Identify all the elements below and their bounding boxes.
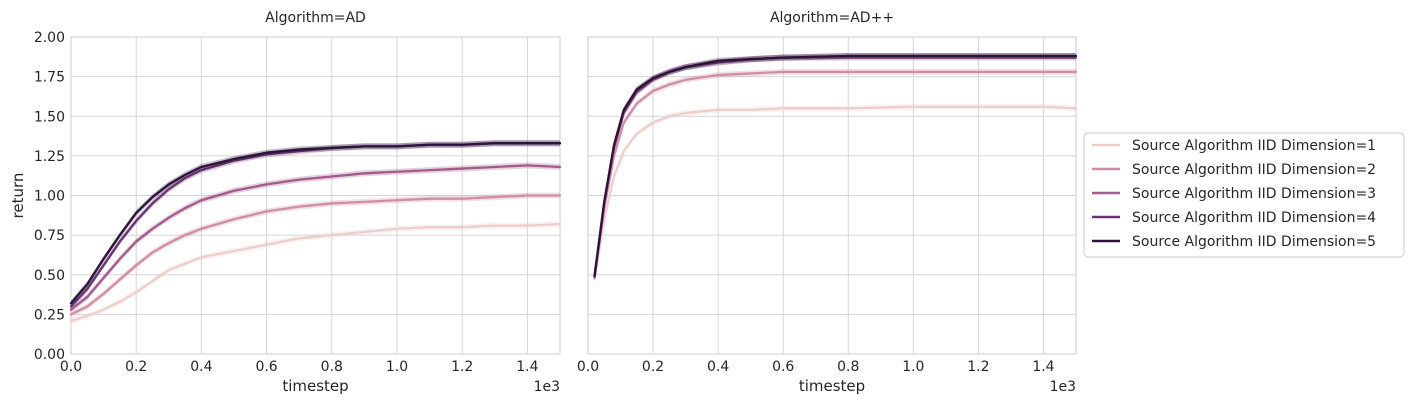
legend-label-2: Source Algorithm IID Dimension=2: [1132, 162, 1376, 178]
legend-label-3: Source Algorithm IID Dimension=3: [1132, 186, 1376, 202]
y-tick-label: 1.25: [34, 149, 65, 165]
x-tick-label: 1.4: [1032, 359, 1054, 375]
y-tick-label: 0.00: [34, 347, 65, 363]
y-tick-label: 0.50: [34, 268, 65, 284]
y-tick-label: 0.75: [34, 228, 65, 244]
panels-layer: 0.0 0.2 0.4 0.6 0.8 1.0 1.2 1.4 0.00 0.25 0.50 0.75…: [9, 10, 1078, 395]
series-band-1: [71, 221, 560, 324]
x-tick-label: 0.4: [190, 359, 212, 375]
series-line-5: [593, 54, 1078, 278]
x-axis-title: timestep: [799, 377, 865, 395]
x-tick-label: 0.0: [577, 359, 599, 375]
x-tick-label: 0.6: [772, 359, 794, 375]
x-tick-label: 0.2: [125, 359, 147, 375]
series-line-2: [593, 70, 1078, 280]
y-tick-label: 2.00: [34, 30, 65, 46]
series-band-1: [594, 103, 1076, 283]
legend-frame: [1083, 132, 1405, 258]
series-line-2: [69, 194, 562, 316]
panel-2: 0.0 0.2 0.4 0.6 0.8 1.0 1.2 1.4 Algorithm=AD++ ti…: [577, 10, 1078, 395]
x-tick-label: 1.0: [386, 359, 408, 375]
panel-1: 0.0 0.2 0.4 0.6 0.8 1.0 1.2 1.4 0.00 0.25 0.50 0.75…: [9, 10, 562, 395]
series-line-3: [593, 56, 1078, 278]
y-tick-label: 0.25: [34, 307, 65, 323]
series-line-1: [593, 105, 1078, 281]
x-tick-label: 1.4: [516, 359, 538, 375]
legend: Source Algorithm IID Dimension=1 Source A…: [1083, 132, 1405, 258]
y-tick-label: 1.00: [34, 189, 65, 205]
legend-label-1: Source Algorithm IID Dimension=1: [1132, 138, 1376, 154]
x-tick-label: 0.8: [321, 359, 343, 375]
series-line-1: [69, 222, 562, 322]
series-band-2: [594, 68, 1076, 281]
series-line-3: [69, 164, 562, 311]
legend-label-5: Source Algorithm IID Dimension=5: [1132, 234, 1376, 250]
x-tick-label: 1.2: [451, 359, 473, 375]
y-tick-label: 1.75: [34, 70, 65, 86]
x-axis-title: timestep: [282, 377, 348, 395]
x-tick-label: 1.2: [967, 359, 989, 375]
panel-title: Algorithm=AD: [265, 10, 366, 26]
x-tick-label: 0.0: [60, 359, 82, 375]
x-scale-label: 1e3: [1050, 379, 1076, 395]
y-tick-label: 1.50: [34, 109, 65, 125]
x-scale-label: 1e3: [534, 379, 560, 395]
x-tick-label: 1.0: [902, 359, 924, 375]
series-line-5: [69, 142, 562, 305]
x-tick-label: 0.6: [255, 359, 277, 375]
x-tick-label: 0.2: [642, 359, 664, 375]
series-line-4: [593, 54, 1078, 278]
x-tick-label: 0.8: [837, 359, 859, 375]
panel-title: Algorithm=AD++: [770, 10, 894, 26]
x-tick-label: 0.4: [707, 359, 729, 375]
legend-label-4: Source Algorithm IID Dimension=4: [1132, 210, 1376, 226]
y-axis-title: return: [9, 173, 27, 219]
plot-frame: [587, 36, 1077, 355]
